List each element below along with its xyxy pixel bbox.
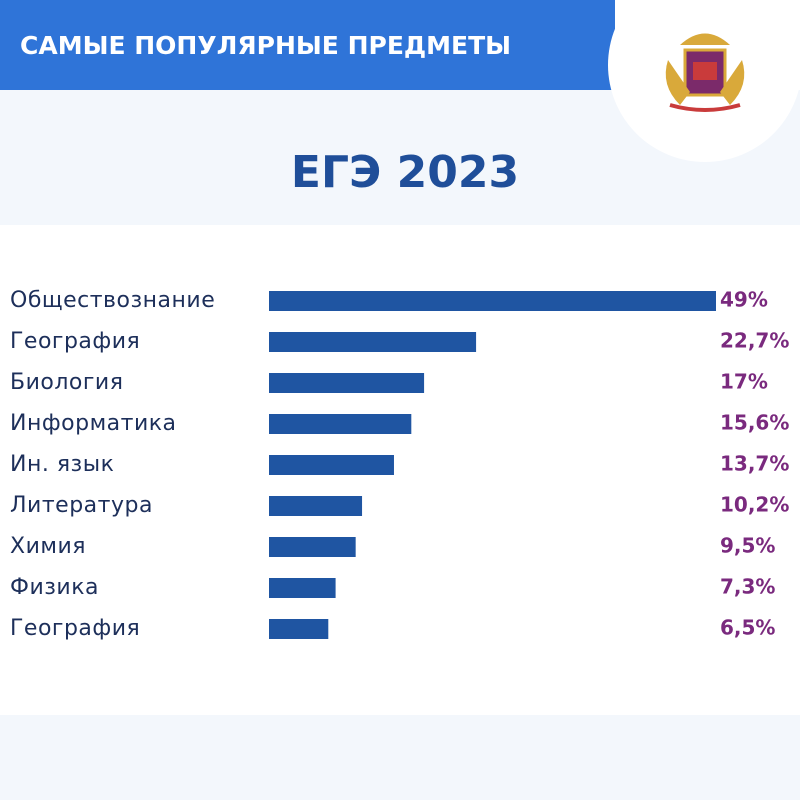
bar (269, 414, 412, 434)
bar (269, 332, 477, 352)
value-label: 17% (720, 370, 768, 394)
doodle-band (0, 715, 800, 800)
category-label: География (10, 329, 140, 354)
bar (269, 291, 716, 311)
bar (269, 537, 356, 557)
value-label: 9,5% (720, 534, 775, 558)
value-label: 15,6% (720, 411, 789, 435)
category-label: Ин. язык (10, 452, 114, 477)
value-label: 13,7% (720, 452, 789, 476)
category-label: Обществознание (10, 288, 215, 313)
category-label: Химия (10, 534, 86, 559)
bar (269, 373, 425, 393)
header-title: САМЫЕ ПОПУЛЯРНЫЕ ПРЕДМЕТЫ (20, 31, 511, 60)
value-label: 22,7% (720, 329, 789, 353)
header-banner (0, 0, 615, 90)
bar (269, 578, 336, 598)
category-label: Информатика (10, 411, 177, 436)
emblem (665, 33, 745, 112)
category-label: География (10, 616, 140, 641)
category-label: Физика (10, 575, 99, 600)
value-label: 6,5% (720, 616, 775, 640)
value-label: 10,2% (720, 493, 789, 517)
category-label: Литература (10, 493, 153, 518)
chart-title: ЕГЭ 2023 (291, 147, 519, 198)
bar (269, 455, 394, 475)
bar (269, 619, 329, 639)
bar (269, 496, 363, 516)
category-label: Биология (10, 370, 123, 395)
value-label: 7,3% (720, 575, 775, 599)
value-label: 49% (720, 288, 768, 312)
